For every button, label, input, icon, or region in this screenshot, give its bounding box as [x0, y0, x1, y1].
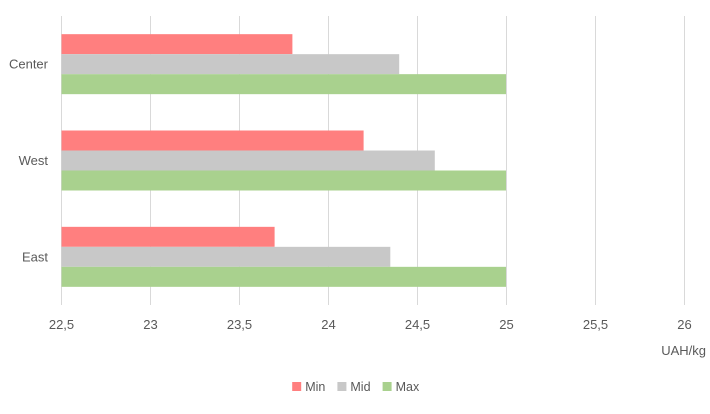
bar-min-west	[61, 130, 364, 151]
bar-max-center	[61, 74, 506, 95]
bar-mid-center	[61, 54, 400, 75]
category-label: Center	[9, 57, 49, 72]
bar-min-east	[61, 226, 275, 247]
x-tick-label: 25,5	[583, 317, 608, 332]
bar-max-west	[61, 170, 506, 191]
x-tick-label: 23	[143, 317, 157, 332]
legend-swatch-mid	[337, 382, 347, 391]
x-tick-label: 23,5	[227, 317, 252, 332]
x-tick-label: 24,5	[405, 317, 430, 332]
bar-mid-west	[61, 150, 435, 171]
x-tick-label: 22,5	[49, 317, 74, 332]
x-tick-label: 26	[677, 317, 691, 332]
category-label: West	[19, 153, 49, 168]
category-label: East	[22, 249, 48, 264]
legend-label-min: Min	[305, 380, 325, 394]
legend-swatch-max	[382, 382, 392, 391]
legend-swatch-min	[292, 382, 302, 391]
bar-mid-east	[61, 246, 391, 267]
bar-max-east	[61, 266, 506, 287]
x-tick-label: 24	[321, 317, 335, 332]
x-tick-label: 25	[499, 317, 513, 332]
legend-label-max: Max	[396, 380, 420, 394]
bar-min-center	[61, 34, 293, 55]
x-axis-label: UAH/kg	[661, 343, 706, 358]
legend-label-mid: Mid	[350, 380, 370, 394]
